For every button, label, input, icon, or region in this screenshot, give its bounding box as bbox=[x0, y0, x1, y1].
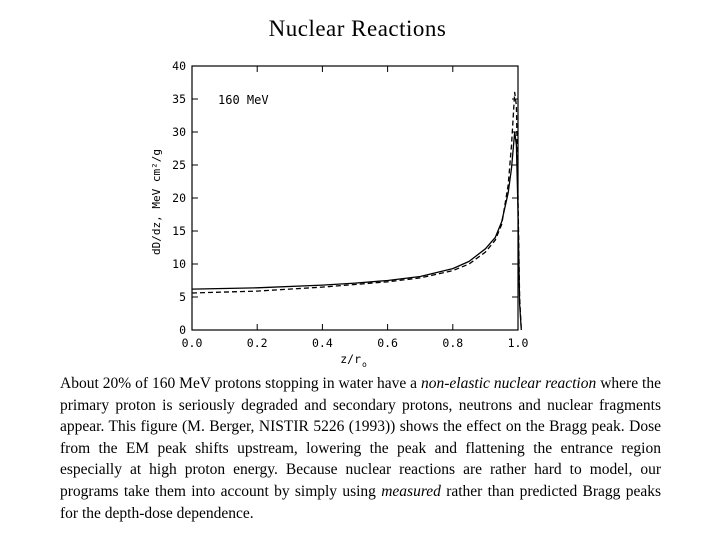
slide-title: Nuclear Reactions bbox=[268, 16, 447, 41]
body-emphasis-non-elastic: non-elastic nuclear reaction bbox=[421, 375, 597, 392]
body-text-1: About 20% of 160 MeV protons stopping in… bbox=[60, 375, 422, 392]
x-axis-label: z/r bbox=[340, 352, 361, 366]
y-tick-label: 40 bbox=[172, 59, 186, 73]
series-line-solid bbox=[191, 131, 522, 331]
x-tick-label: 0.6 bbox=[377, 336, 398, 350]
x-axis-label-subscript: o bbox=[362, 360, 367, 369]
chart-annotation: 160 MeV bbox=[218, 93, 269, 107]
y-tick-label: 10 bbox=[172, 257, 186, 271]
body-text-3: rather than predicted Bragg peaks for th… bbox=[60, 482, 661, 522]
x-tick-label: 0.2 bbox=[247, 336, 268, 350]
series-line-dashed bbox=[191, 91, 522, 331]
x-tick-label: 0.4 bbox=[312, 336, 333, 350]
y-tick-label: 5 bbox=[179, 290, 186, 304]
body-text-2: where the primary proton is seriously de… bbox=[60, 375, 661, 500]
y-tick-label: 0 bbox=[179, 323, 186, 337]
chart-svg: 0.0 0.2 0.4 0.6 0.8 1.0 0 5 10 15 20 25 30 35 40 160 M… bbox=[150, 59, 529, 369]
y-tick-label: 20 bbox=[172, 191, 186, 205]
y-tick-label: 25 bbox=[172, 158, 186, 172]
x-tick-label: 0.0 bbox=[182, 336, 203, 350]
y-axis-label: dD/dz, MeV cm²/g bbox=[150, 149, 163, 255]
body-emphasis-measured: measured bbox=[381, 482, 441, 500]
y-tick-label: 30 bbox=[172, 125, 186, 139]
body-paragraph: About 20% of 160 MeV protons stopping in… bbox=[60, 373, 661, 524]
bragg-peak-chart: 0.0 0.2 0.4 0.6 0.8 1.0 0 5 10 15 20 25 30 35 40 160 M… bbox=[150, 59, 529, 369]
x-tick-label: 1.0 bbox=[508, 336, 529, 350]
x-tick-label: 0.8 bbox=[442, 336, 463, 350]
y-tick-label: 15 bbox=[172, 224, 186, 238]
y-tick-label: 35 bbox=[172, 92, 186, 106]
